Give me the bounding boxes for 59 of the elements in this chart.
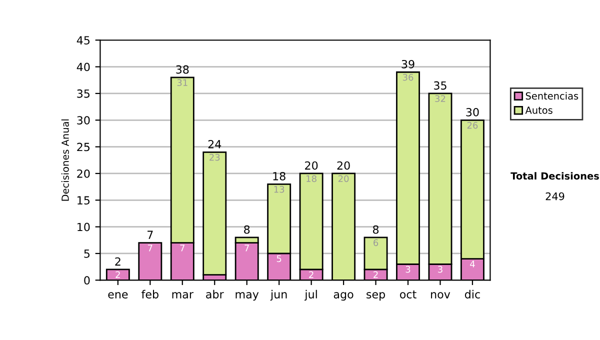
total-label: 30 bbox=[466, 108, 479, 116]
bar bbox=[202, 151, 227, 276]
x-tick-label: dic bbox=[464, 290, 480, 298]
x-tick-label: jun bbox=[270, 290, 287, 301]
y-tick-label: 10 bbox=[78, 222, 90, 232]
legend-label: Sentencias bbox=[526, 92, 578, 100]
data-label: 31 bbox=[177, 79, 188, 86]
data-label: 7 bbox=[180, 244, 184, 252]
data-label: 7 bbox=[148, 244, 152, 252]
y-tick-label: 35 bbox=[77, 89, 90, 98]
y-tick-label: 5 bbox=[84, 250, 90, 258]
x-tick-label: mar bbox=[172, 292, 194, 298]
x-tick-label: jul bbox=[304, 290, 317, 301]
data-label: 6 bbox=[374, 239, 378, 246]
data-label: 3 bbox=[406, 266, 410, 273]
x-tick-label: sep bbox=[366, 292, 386, 301]
text: Total Decisiones bbox=[510, 172, 599, 180]
x-tick-label: feb bbox=[142, 290, 158, 298]
total-label: 20 bbox=[337, 161, 350, 170]
data-label: 2 bbox=[374, 271, 378, 278]
y-tick-label: 25 bbox=[77, 142, 90, 152]
data-label: 20 bbox=[338, 175, 349, 182]
y-tick-label: 15 bbox=[78, 196, 90, 205]
total-label: 35 bbox=[434, 81, 446, 90]
x-tick-label: ago bbox=[334, 292, 354, 301]
y-tick-label: 0 bbox=[84, 276, 90, 285]
data-label: 2 bbox=[116, 271, 120, 278]
x-tick-label: oct bbox=[400, 290, 416, 298]
x-tick-label: may bbox=[236, 292, 259, 301]
data-label: 36 bbox=[402, 74, 414, 81]
x-tick-label: ene bbox=[108, 292, 128, 298]
total-label: 7 bbox=[148, 230, 153, 239]
data-label: 2 bbox=[309, 271, 314, 278]
data-label: 18 bbox=[306, 175, 316, 182]
data-label: 5 bbox=[276, 255, 282, 262]
total-label: 2 bbox=[115, 257, 120, 266]
data-label: 32 bbox=[435, 95, 446, 102]
total-label: 38 bbox=[176, 65, 189, 74]
total-label: 8 bbox=[244, 225, 250, 234]
total-label: 18 bbox=[273, 172, 286, 180]
y-axis-title: Decisiones Anual bbox=[61, 119, 69, 201]
y-tick-label: 20 bbox=[77, 169, 90, 178]
total-label: 20 bbox=[305, 161, 318, 170]
data-label: 26 bbox=[467, 122, 478, 129]
y-tick-label: 45 bbox=[76, 36, 90, 44]
data-label: 13 bbox=[274, 186, 284, 193]
total-label: 39 bbox=[402, 60, 414, 68]
total-label: 8 bbox=[372, 225, 379, 234]
y-tick-label: 40 bbox=[76, 62, 90, 72]
data-label: 23 bbox=[210, 154, 220, 161]
data-label: 3 bbox=[438, 266, 442, 273]
data-label: 4 bbox=[470, 260, 475, 268]
text: 249 bbox=[546, 192, 564, 200]
data-label: 7 bbox=[244, 244, 249, 252]
legend-label: Autos bbox=[525, 106, 552, 114]
y-tick-label: 30 bbox=[77, 116, 90, 125]
x-tick-label: nov bbox=[431, 292, 450, 298]
total-label: 24 bbox=[208, 140, 222, 148]
x-tick-label: abr bbox=[206, 290, 224, 298]
